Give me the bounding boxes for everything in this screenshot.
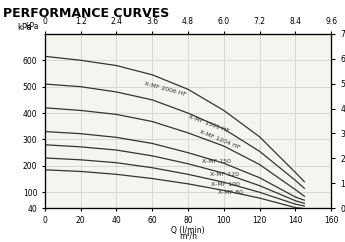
Text: m³/h: m³/h	[179, 232, 197, 241]
X-axis label: Q (l/min): Q (l/min)	[171, 226, 205, 235]
Text: X-MF 120: X-MF 120	[209, 172, 238, 177]
Text: kPa: kPa	[25, 22, 38, 31]
Text: PERFORMANCE CURVES: PERFORMANCE CURVES	[3, 7, 170, 20]
Text: X-MF 1204 HF: X-MF 1204 HF	[199, 129, 241, 151]
Y-axis label: kPa: kPa	[18, 23, 32, 32]
Text: X-MF 1505 HF: X-MF 1505 HF	[188, 114, 230, 133]
Text: X-MF 100: X-MF 100	[211, 182, 240, 187]
Text: X-MF 80: X-MF 80	[218, 190, 244, 195]
Text: X-MF 2006 HF: X-MF 2006 HF	[143, 81, 186, 97]
Text: X-MF 150: X-MF 150	[202, 159, 231, 164]
